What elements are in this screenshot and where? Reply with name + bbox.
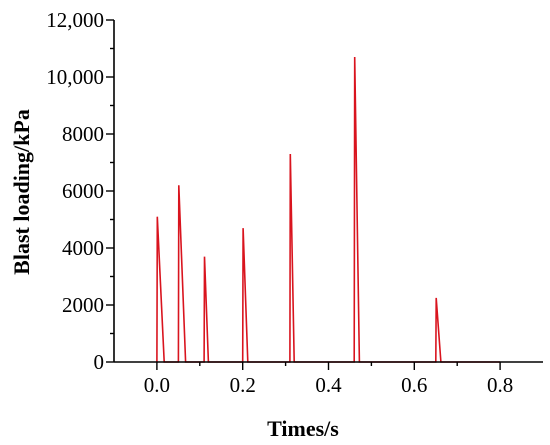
x-tick-label: 0.6: [401, 373, 427, 397]
y-tick-label: 4000: [62, 236, 104, 260]
series-line-0: [156, 56, 501, 363]
x-tick-label: 0.4: [315, 373, 342, 397]
y-tick-label: 10,000: [46, 65, 104, 89]
y-tick-label: 8000: [62, 122, 104, 146]
y-tick-label: 12,000: [46, 8, 104, 32]
y-tick-label: 2000: [62, 293, 104, 317]
y-tick-label: 6000: [62, 179, 104, 203]
y-tick-label: 0: [94, 350, 105, 374]
x-tick-label: 0.0: [144, 373, 170, 397]
x-axis-title: Times/s: [267, 416, 339, 441]
y-axis-title: Blast loading/kPa: [9, 109, 34, 275]
plot-area: 0.0 0.2 0.4 0.6 0.8 0 2000 4000 6000 8000 10,000 12…: [46, 8, 543, 397]
x-tick-label: 0.2: [230, 373, 256, 397]
x-tick-label: 0.8: [487, 373, 513, 397]
